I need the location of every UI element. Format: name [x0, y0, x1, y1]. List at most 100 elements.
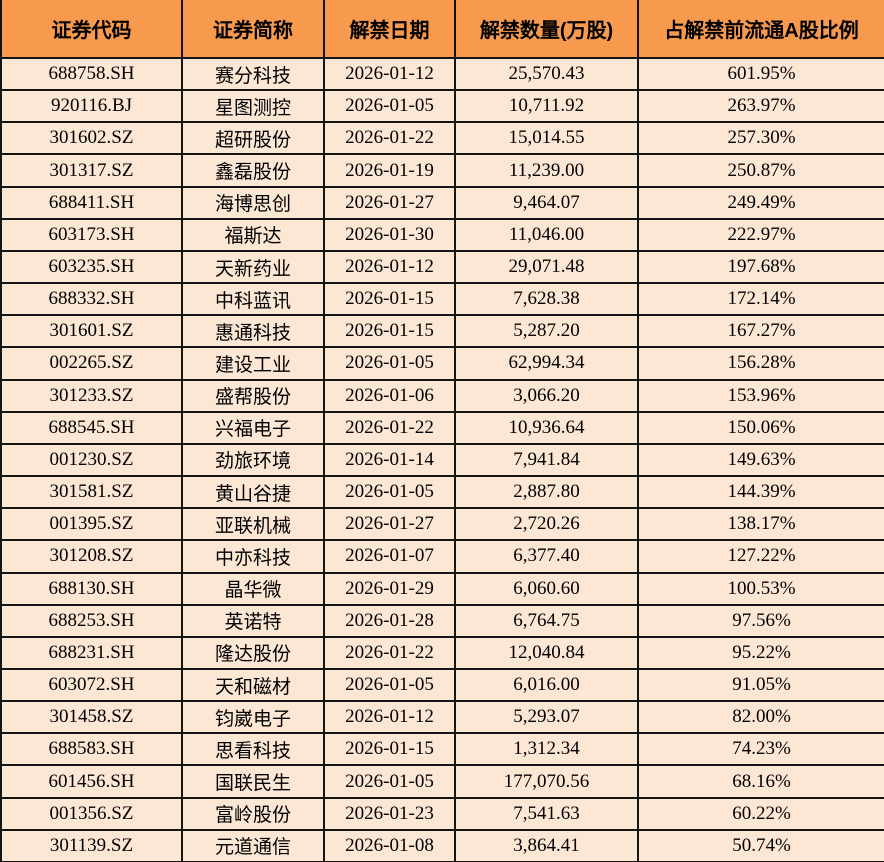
cell-unlock-date: 2026-01-15 [323, 282, 456, 317]
table-row: 002265.SZ 建设工业 2026-01-05 62,994.34 156.28% [0, 346, 884, 381]
cell-unlock-date: 2026-01-05 [323, 764, 456, 799]
table-row: 301458.SZ 钧崴电子 2026-01-12 5,293.07 82.00% [0, 700, 884, 735]
column-header-unlock-volume: 解禁数量(万股) [454, 0, 639, 59]
cell-security-code: 688411.SH [0, 185, 183, 220]
cell-security-name: 天新药业 [181, 249, 325, 285]
cell-unlock-ratio: 249.49% [637, 185, 884, 220]
cell-security-name: 亚联机械 [181, 507, 325, 542]
cell-unlock-date: 2026-01-22 [323, 410, 456, 445]
cell-unlock-volume: 177,070.56 [454, 764, 639, 799]
cell-security-code: 301139.SZ [0, 828, 183, 862]
cell-unlock-ratio: 74.23% [637, 732, 884, 767]
table-row: 301602.SZ 超研股份 2026-01-22 15,014.55 257.30% [0, 121, 884, 156]
cell-unlock-volume: 10,936.64 [454, 410, 639, 445]
cell-security-name: 赛分科技 [181, 56, 325, 92]
cell-security-code: 920116.BJ [0, 89, 183, 124]
cell-unlock-volume: 6,764.75 [454, 603, 639, 638]
cell-unlock-ratio: 95.22% [637, 635, 884, 670]
cell-unlock-ratio: 257.30% [637, 121, 884, 156]
cell-unlock-ratio: 60.22% [637, 796, 884, 831]
cell-unlock-volume: 7,628.38 [454, 282, 639, 317]
cell-security-name: 建设工业 [181, 346, 325, 381]
cell-unlock-ratio: 156.28% [637, 346, 884, 381]
cell-unlock-volume: 11,239.00 [454, 153, 639, 188]
cell-security-name: 盛帮股份 [181, 378, 325, 413]
cell-unlock-ratio: 250.87% [637, 153, 884, 188]
cell-security-name: 思看科技 [181, 732, 325, 767]
cell-security-code: 688332.SH [0, 282, 183, 317]
cell-unlock-ratio: 150.06% [637, 410, 884, 445]
table-row: 301233.SZ 盛帮股份 2026-01-06 3,066.20 153.96% [0, 378, 884, 413]
table-row: 001356.SZ 富岭股份 2026-01-23 7,541.63 60.22% [0, 796, 884, 831]
cell-unlock-ratio: 172.14% [637, 282, 884, 317]
table-row: 001230.SZ 劲旅环境 2026-01-14 7,941.84 149.63% [0, 442, 884, 478]
cell-unlock-date: 2026-01-06 [323, 378, 456, 413]
cell-security-name: 钧崴电子 [181, 700, 325, 735]
cell-security-code: 001356.SZ [0, 796, 183, 831]
cell-security-code: 002265.SZ [0, 346, 183, 381]
cell-security-code: 688253.SH [0, 603, 183, 638]
table-row: 001395.SZ 亚联机械 2026-01-27 2,720.26 138.17% [0, 507, 884, 542]
table-row: 301581.SZ 黄山谷捷 2026-01-05 2,887.80 144.39% [0, 475, 884, 510]
cell-security-code: 688545.SH [0, 410, 183, 445]
cell-security-code: 688231.SH [0, 635, 183, 670]
cell-unlock-date: 2026-01-12 [323, 56, 456, 92]
cell-security-code: 603173.SH [0, 217, 183, 252]
cell-unlock-ratio: 167.27% [637, 314, 884, 349]
cell-unlock-ratio: 138.17% [637, 507, 884, 542]
cell-unlock-volume: 12,040.84 [454, 635, 639, 670]
cell-unlock-ratio: 127.22% [637, 539, 884, 574]
cell-unlock-ratio: 197.68% [637, 249, 884, 285]
cell-security-name: 惠通科技 [181, 314, 325, 349]
cell-unlock-date: 2026-01-05 [323, 475, 456, 510]
cell-security-name: 海博思创 [181, 185, 325, 220]
cell-security-code: 301601.SZ [0, 314, 183, 349]
cell-unlock-date: 2026-01-28 [323, 603, 456, 638]
cell-security-code: 001230.SZ [0, 442, 183, 478]
cell-unlock-volume: 3,864.41 [454, 828, 639, 862]
cell-unlock-volume: 1,312.34 [454, 732, 639, 767]
cell-security-code: 301233.SZ [0, 378, 183, 413]
cell-security-name: 中科蓝讯 [181, 282, 325, 317]
cell-security-name: 天和磁材 [181, 667, 325, 703]
table-row: 688545.SH 兴福电子 2026-01-22 10,936.64 150.06% [0, 410, 884, 445]
table-body: 688758.SH 赛分科技 2026-01-12 25,570.43 601.95% 9… [0, 56, 884, 862]
column-header-unlock-date: 解禁日期 [323, 0, 456, 59]
cell-unlock-ratio: 82.00% [637, 700, 884, 735]
cell-unlock-volume: 2,887.80 [454, 475, 639, 510]
cell-unlock-ratio: 100.53% [637, 571, 884, 606]
cell-security-code: 688758.SH [0, 56, 183, 92]
cell-unlock-date: 2026-01-12 [323, 700, 456, 735]
cell-unlock-ratio: 153.96% [637, 378, 884, 413]
cell-unlock-volume: 6,377.40 [454, 539, 639, 574]
cell-security-code: 688130.SH [0, 571, 183, 606]
column-header-unlock-ratio: 占解禁前流通A股比例 [637, 0, 884, 59]
cell-unlock-ratio: 149.63% [637, 442, 884, 478]
cell-security-name: 元道通信 [181, 828, 325, 862]
table-row: 688758.SH 赛分科技 2026-01-12 25,570.43 601.95% [0, 56, 884, 92]
cell-security-name: 隆达股份 [181, 635, 325, 670]
cell-security-name: 英诺特 [181, 603, 325, 638]
cell-unlock-date: 2026-01-27 [323, 185, 456, 220]
header-row: 证券代码 证券简称 解禁日期 解禁数量(万股) 占解禁前流通A股比例 [0, 0, 884, 59]
cell-security-name: 富岭股份 [181, 796, 325, 831]
table-row: 603072.SH 天和磁材 2026-01-05 6,016.00 91.05% [0, 667, 884, 703]
cell-security-code: 301458.SZ [0, 700, 183, 735]
cell-unlock-date: 2026-01-05 [323, 667, 456, 703]
cell-security-code: 601456.SH [0, 764, 183, 799]
cell-unlock-ratio: 263.97% [637, 89, 884, 124]
cell-unlock-date: 2026-01-14 [323, 442, 456, 478]
cell-unlock-volume: 15,014.55 [454, 121, 639, 156]
cell-security-name: 超研股份 [181, 121, 325, 156]
cell-unlock-date: 2026-01-05 [323, 89, 456, 124]
cell-unlock-date: 2026-01-15 [323, 314, 456, 349]
table-row: 301317.SZ 鑫磊股份 2026-01-19 11,239.00 250.87% [0, 153, 884, 188]
cell-unlock-volume: 10,711.92 [454, 89, 639, 124]
cell-unlock-ratio: 97.56% [637, 603, 884, 638]
cell-security-name: 劲旅环境 [181, 442, 325, 478]
table-row: 688130.SH 晶华微 2026-01-29 6,060.60 100.53% [0, 571, 884, 606]
table-row: 688332.SH 中科蓝讯 2026-01-15 7,628.38 172.14% [0, 282, 884, 317]
cell-unlock-ratio: 91.05% [637, 667, 884, 703]
cell-security-code: 688583.SH [0, 732, 183, 767]
